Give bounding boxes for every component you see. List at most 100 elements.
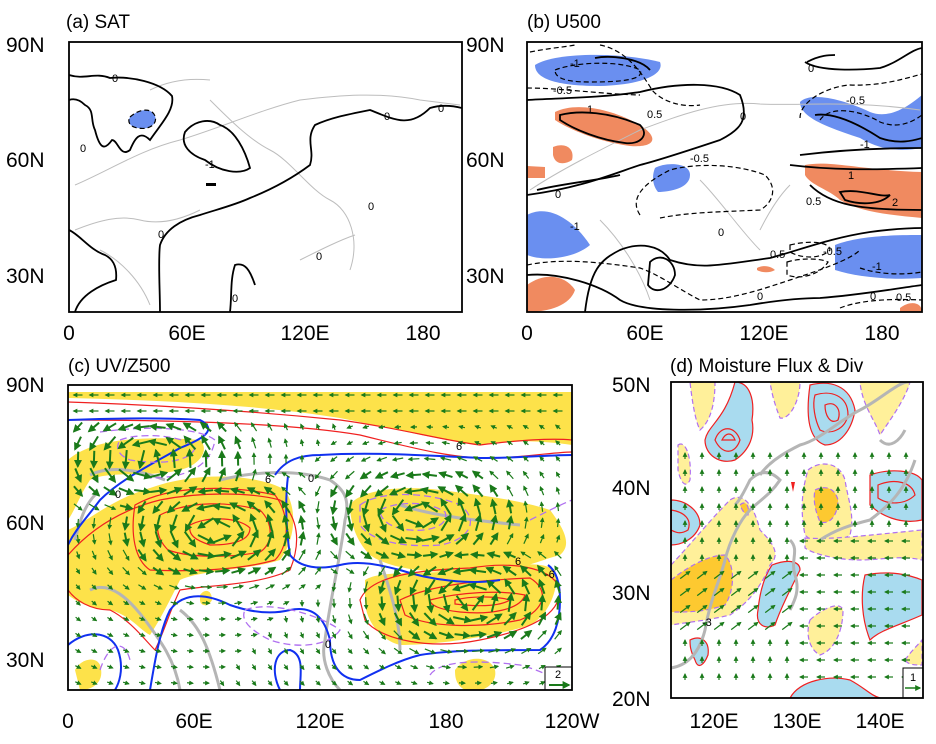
vector-arrow-icon (410, 664, 419, 670)
vector-arrow-icon (439, 456, 452, 462)
panel-d-title: (d) Moisture Flux & Div (670, 356, 864, 377)
vector-arrow-icon (250, 422, 258, 432)
contour-label: -1 (860, 139, 870, 151)
vector-arrow-icon (104, 467, 117, 484)
lat-tick-label: 60N (466, 149, 505, 172)
vector-arrow-icon (519, 565, 532, 577)
vector-arrow-icon (437, 486, 454, 496)
vector-arrow-icon (764, 587, 776, 597)
vector-arrow-icon (169, 448, 178, 469)
vector-arrow-icon (154, 664, 162, 670)
vector-arrow-icon (359, 470, 372, 480)
lat-tick-label: 40N (612, 477, 651, 500)
contour-label: 0 (555, 189, 561, 201)
vector-arrow-icon (730, 604, 742, 614)
vector-arrow-icon (215, 566, 231, 575)
vector-arrow-icon (347, 648, 353, 655)
vector-arrow-icon (169, 584, 180, 590)
contour-label: -6 (545, 569, 555, 581)
vector-arrow-icon (485, 566, 502, 575)
vector-arrow-icon (234, 600, 243, 606)
vector-arrow-icon (378, 612, 386, 627)
vector-arrow-icon (91, 616, 98, 622)
vector-arrow-icon (764, 604, 776, 614)
vector-arrow-icon (89, 450, 98, 469)
lat-tick-label: 90N (6, 34, 45, 57)
vector-arrow-icon (137, 549, 147, 562)
vector-arrow-icon (234, 421, 242, 432)
vector-arrow-icon (330, 500, 338, 516)
vector-arrow-icon (520, 629, 533, 640)
vector-arrow-icon (472, 532, 484, 546)
vector-arrow-icon (250, 600, 259, 606)
contour-label: 1 (587, 104, 593, 116)
vector-arrow-icon (132, 423, 150, 432)
vector-arrow-icon (489, 484, 499, 498)
vector-arrow-icon (345, 499, 354, 516)
vector-arrow-icon (345, 532, 355, 546)
vector-arrow-icon (299, 615, 305, 623)
vector-arrow-icon (264, 472, 275, 478)
vector-arrow-icon (539, 517, 545, 528)
vector-arrow-icon (408, 630, 421, 641)
vector-arrow-icon (393, 647, 403, 655)
vector-arrow-icon (441, 664, 452, 670)
vector-arrow-icon (423, 456, 436, 462)
vector-arrow-icon (438, 580, 454, 595)
vector-arrow-icon (394, 664, 402, 670)
vector-arrow-icon (539, 681, 546, 686)
vector-arrow-icon (405, 535, 425, 544)
vector-arrow-icon (315, 501, 321, 514)
vector-arrow-icon (154, 616, 162, 622)
vector-arrow-icon (522, 456, 529, 462)
vector-arrow-icon (91, 534, 97, 545)
vector-arrow-icon (426, 680, 434, 686)
vector-arrow-icon (522, 680, 530, 686)
vector-arrow-icon (75, 568, 81, 575)
vector-arrow-icon (314, 471, 322, 480)
vector-arrow-icon (265, 513, 274, 532)
vector-arrow-icon (103, 486, 118, 496)
vector-arrow-icon (186, 616, 194, 622)
vector-arrow-icon (457, 664, 468, 670)
vector-arrow-icon (421, 534, 440, 543)
vector-arrow-icon (472, 456, 483, 462)
vector-arrow-icon (438, 471, 453, 479)
vector-arrow-icon (536, 564, 547, 577)
vector-arrow-icon (506, 499, 514, 514)
vector-arrow-icon (438, 534, 455, 544)
vector-arrow-icon (747, 587, 759, 597)
vector-arrow-icon (137, 450, 146, 470)
vector-arrow-icon (764, 570, 776, 580)
vector-arrow-icon (138, 531, 147, 548)
lat-tick-label: 20N (612, 688, 651, 711)
vector-arrow-icon (134, 487, 152, 496)
vector-arrow-icon (331, 648, 337, 655)
vector-arrow-icon (150, 486, 168, 495)
lon-tick-label: 60E (168, 322, 205, 345)
vector-arrow-icon (555, 534, 561, 543)
vector-arrow-icon (283, 423, 289, 431)
vector-arrow-icon (474, 424, 482, 430)
vector-arrow-icon (72, 421, 83, 433)
vector-arrow-icon (330, 485, 338, 498)
panel-b-map: -1 -0.5 1 0.5 0 -0.5 0 0 -0.5 -1 1 0.5 2… (527, 44, 922, 312)
vector-arrow-icon (378, 580, 386, 595)
reference-vector-box: 2 (544, 666, 572, 690)
lon-tick-label: 60E (626, 322, 663, 345)
vector-arrow-icon (75, 551, 81, 560)
vector-arrow-icon (90, 680, 98, 685)
vector-arrow-icon (362, 440, 370, 446)
vector-arrow-icon (345, 484, 355, 498)
vector-arrow-icon (184, 514, 196, 533)
vector-arrow-icon (522, 424, 529, 430)
vector-arrow-icon (555, 440, 561, 446)
reference-vector-box: 1 (902, 667, 923, 698)
vector-arrow-icon (489, 498, 498, 515)
vector-arrow-icon (393, 612, 403, 627)
vector-arrow-icon (121, 449, 130, 470)
vector-arrow-icon (696, 621, 708, 631)
vector-arrow-icon (300, 423, 305, 430)
vector-arrow-icon (393, 630, 403, 640)
vector-arrow-icon (249, 529, 259, 548)
